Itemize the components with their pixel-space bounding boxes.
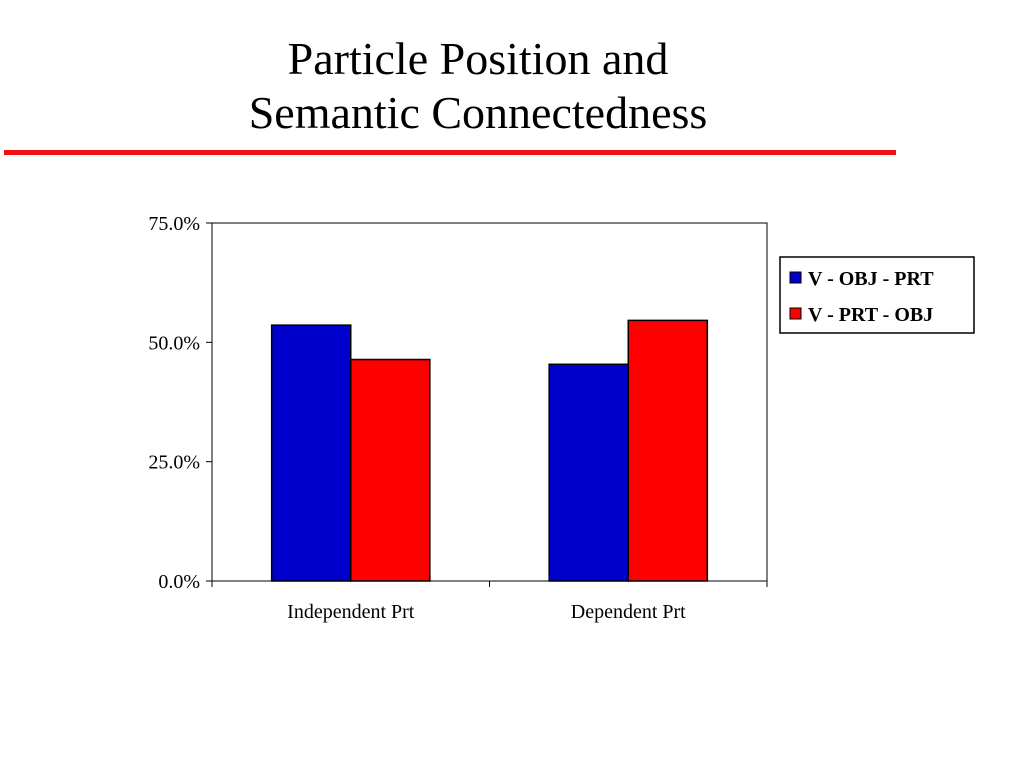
y-tick-label: 0.0% [158, 571, 200, 593]
slide-title-line-1: Particle Position and [287, 33, 669, 84]
bar [627, 319, 709, 582]
bar [350, 358, 431, 582]
y-tick-label: 75.0% [148, 213, 200, 235]
slide-title-line-2: Semantic Connectedness [248, 87, 708, 138]
bar [548, 363, 629, 582]
y-tick-label: 25.0% [148, 452, 200, 474]
y-tick-label: 50.0% [148, 332, 200, 354]
x-category-label: Independent Prt [287, 601, 415, 623]
legend-label: V - PRT - OBJ [808, 304, 933, 326]
legend-label: V - OBJ - PRT [808, 268, 934, 290]
title-underline-rule [4, 150, 896, 155]
legend-swatch [789, 307, 802, 320]
legend-swatch [789, 271, 802, 284]
legend-box [779, 256, 975, 334]
x-category-label: Dependent Prt [571, 601, 686, 623]
slide-title: Particle Position and Semantic Connected… [0, 32, 956, 140]
bar [270, 324, 352, 582]
